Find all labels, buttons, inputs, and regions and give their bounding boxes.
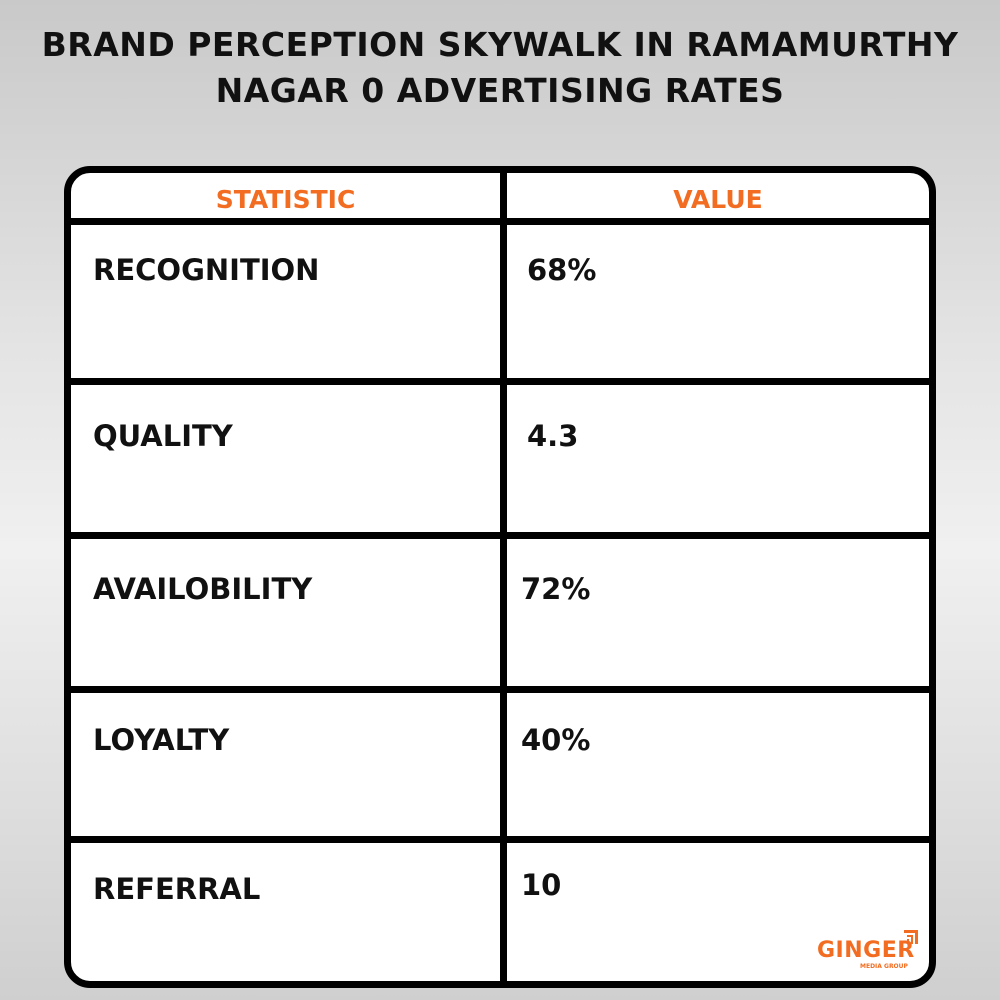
row-5-value: 10 [521,868,562,902]
header-statistic: STATISTIC [215,185,356,214]
row-divider [71,686,929,693]
logo-mark-icon [904,930,918,944]
row-divider [71,836,929,843]
header-value: VALUE [673,185,763,214]
row-4-statistic: LOYALTY [93,723,230,757]
logo-name: GINGER [817,938,915,963]
logo-subtitle: MEDIA GROUP [860,963,908,970]
row-3-value: 72% [521,572,591,606]
row-4-value: 40% [521,723,591,757]
row-3-statistic: AVAILOBILITY [93,572,313,606]
statistics-table: STATISTIC VALUE RECOGNITION 68% QUALITY … [64,166,936,988]
page-title: BRAND PERCEPTION SKYWALK IN RAMAMURTHY N… [0,22,1000,114]
column-divider [500,173,507,981]
row-divider [71,218,929,225]
row-1-statistic: RECOGNITION [93,253,320,287]
title-line-2: NAGAR 0 ADVERTISING RATES [215,71,785,110]
row-1-value: 68% [527,253,597,287]
row-5-statistic: REFERRAL [93,872,261,906]
row-2-value: 4.3 [527,419,579,453]
row-divider [71,378,929,385]
ginger-media-logo: GINGER MEDIA GROUP [752,930,922,980]
row-2-statistic: QUALITY [93,419,233,453]
row-divider [71,532,929,539]
title-line-1: BRAND PERCEPTION SKYWALK IN RAMAMURTHY [41,25,959,64]
